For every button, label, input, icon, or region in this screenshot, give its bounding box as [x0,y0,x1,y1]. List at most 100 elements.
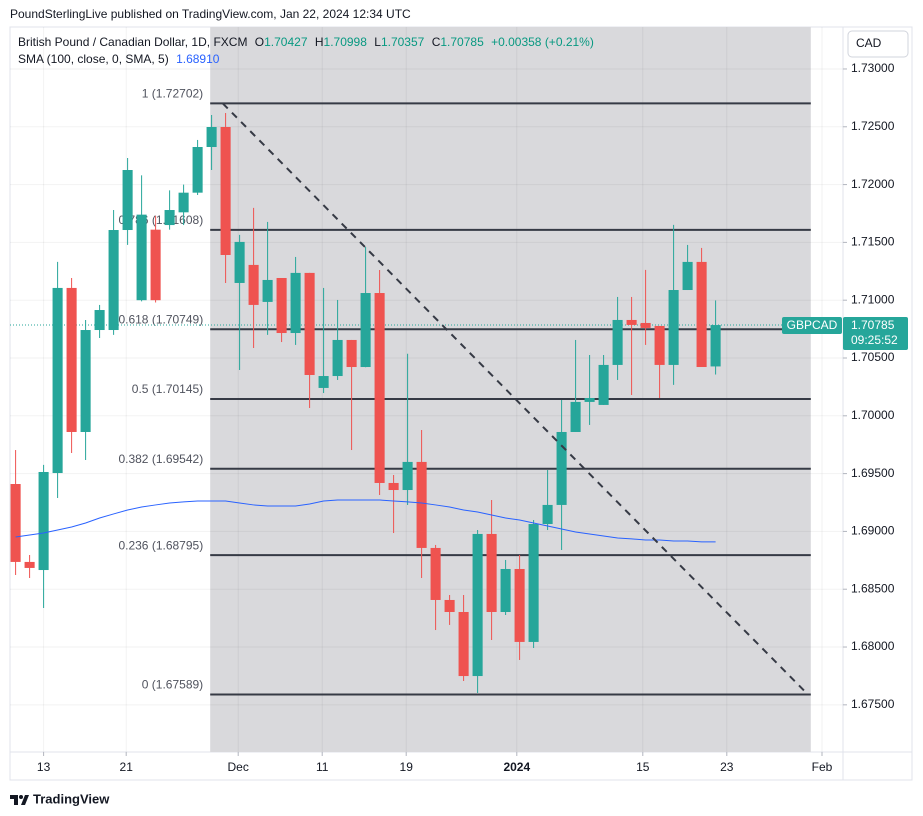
sma-value: 1.68910 [176,52,220,66]
candle-body [640,322,651,328]
candle-body [38,471,49,571]
candle-body [696,261,707,368]
y-tick-label: 1.70500 [851,350,895,364]
y-tick-label: 1.72500 [851,119,895,133]
trend-line [222,102,809,696]
candle-body [122,170,133,231]
candle-body [598,364,609,405]
symbol: British Pound / Canadian Dollar, 1D, FXC… [18,35,247,49]
legend-sma: SMA (100, close, 0, SMA, 5) 1.68910 [18,52,220,66]
x-tick-label: 13 [37,760,51,774]
y-tick-label: 1.68500 [851,581,895,595]
candle-body [206,127,217,148]
y-tick-label: 1.70000 [851,408,895,422]
x-tick-label: Dec [228,760,249,774]
x-tick-label: Feb [812,760,833,774]
y-tick-label: 1.72000 [851,177,895,191]
candle-body [220,127,231,255]
price-tag-time: 09:25:52 [851,333,898,347]
candle-body [360,293,371,368]
candle-body [584,397,595,402]
fib-area [210,27,811,752]
fib-label: 0.5 (1.70145) [132,382,203,396]
y-tick-label: 1.69000 [851,524,895,538]
x-tick-label: 15 [636,760,650,774]
plot-area: 1 (1.72702)0.786 (1.71608)0.618 (1.70749… [10,27,847,756]
candle-body [10,484,21,562]
low-value: 1.70357 [381,35,425,49]
candle-body [94,310,105,331]
candle-body [402,461,413,491]
c-label: C [432,35,441,49]
candle-body [332,339,343,377]
open-value: 1.70427 [264,35,308,49]
candle-body [486,533,497,612]
fib-label: 0 (1.67589) [142,678,203,692]
candle-body [290,272,301,334]
candle-body [150,229,161,301]
candle-body [570,401,581,432]
candle-body [542,504,553,525]
candle-body [556,431,567,505]
sma-label: SMA (100, close, 0, SMA, 5) [18,52,169,66]
logo-dot [19,795,23,799]
candle-body [234,241,245,283]
sma-line [15,499,716,543]
candle-body [458,611,469,677]
candle-body [500,568,511,612]
candle-body [52,287,63,474]
candle-body [262,279,273,302]
candle-body [178,192,189,213]
symbol-tag-text: GBPCAD [787,318,838,332]
fib-label: 0.236 (1.68795) [118,538,203,552]
price-tag-value: 1.70785 [851,318,895,332]
candle-body [472,533,483,677]
candle-body [136,214,147,301]
x-tick-label: 23 [720,760,734,774]
y-tick-label: 1.68000 [851,639,895,653]
symbol-tag [782,317,842,335]
candle-body [682,261,693,291]
fib-label: 1 (1.72702) [142,87,203,101]
legend-main: British Pound / Canadian Dollar, 1D, FXC… [18,35,594,49]
currency-button[interactable] [847,30,909,58]
candle-body [192,147,203,193]
candle-body [444,599,455,612]
tradingview-logo: TradingView [10,791,110,806]
high-value: 1.70998 [324,35,368,49]
logo-icon [10,795,29,805]
candle-body [374,293,385,483]
fib-label: 0.618 (1.70749) [118,312,203,326]
logo-text: TradingView [33,791,110,806]
close-value: 1.70785 [440,35,484,49]
o-label: O [255,35,264,49]
candle-body [66,287,77,432]
price-tag [843,317,908,351]
currency-label[interactable]: CAD [856,36,882,50]
h-label: H [315,35,324,49]
candle-body [80,330,91,432]
candle-body [164,210,175,226]
candle-body [318,376,329,388]
candle-body [24,561,35,568]
candle-body [388,482,399,491]
candle-body [416,461,427,548]
x-tick-label: 21 [120,760,134,774]
candle-body [276,277,287,334]
candle-body [304,272,315,375]
x-tick-label: 11 [316,760,329,774]
candle-body [626,319,637,325]
y-tick-label: 1.69500 [851,466,895,480]
x-tick-label: 2024 [503,760,530,774]
y-tick-label: 1.71000 [851,292,895,306]
candle-body [514,568,525,642]
candle-body [108,230,119,331]
candle-body [710,325,721,367]
change-value: +0.00358 (+0.21%) [491,35,594,49]
candle-body [248,264,259,305]
x-tick-label: 19 [400,760,414,774]
candle-body [430,547,441,600]
publisher-line: PoundSterlingLive published on TradingVi… [10,7,411,21]
candle-body [528,524,539,642]
